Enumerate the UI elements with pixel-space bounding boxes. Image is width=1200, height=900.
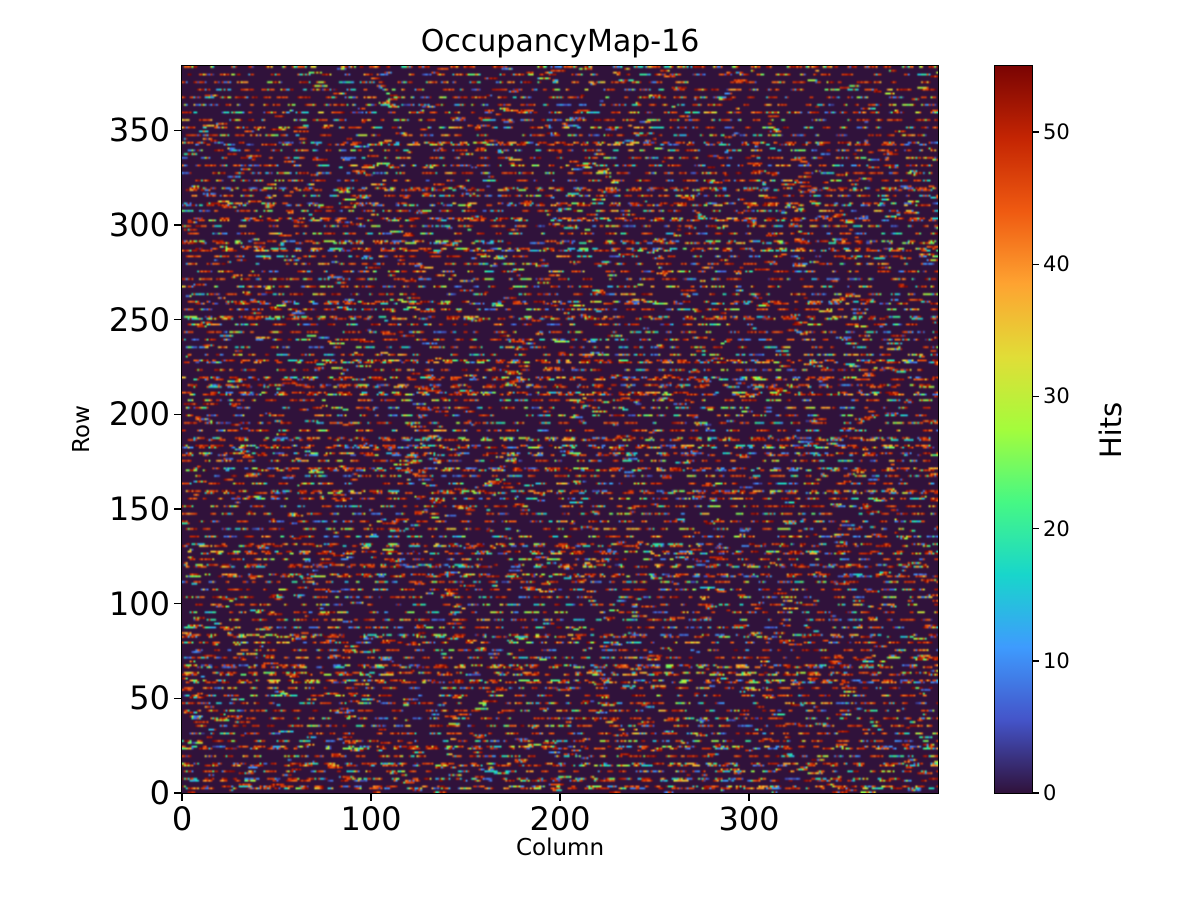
y-tick-label: 200 (108, 395, 170, 434)
colorbar (994, 65, 1033, 794)
x-tick-mark (370, 794, 372, 801)
colorbar-tick-label: 50 (1043, 120, 1070, 145)
colorbar-tick-label: 20 (1043, 516, 1070, 541)
y-tick-label: 300 (108, 206, 170, 245)
x-tick-label: 0 (171, 800, 193, 838)
y-tick-label: 350 (108, 111, 170, 150)
y-tick-mark (174, 224, 181, 226)
x-tick-mark (559, 794, 561, 801)
colorbar-tick-mark (1033, 527, 1039, 530)
y-tick-mark (174, 602, 181, 605)
colorbar-tick-label: 30 (1043, 384, 1070, 409)
y-tick-mark (174, 129, 181, 132)
colorbar-tick-mark (1033, 395, 1039, 398)
x-tick-mark (748, 794, 750, 801)
x-axis-label: Column (515, 835, 605, 861)
y-tick-mark (174, 508, 181, 510)
x-tick-mark (181, 794, 183, 801)
plot-area (181, 65, 939, 794)
colorbar-tick-label: 40 (1043, 252, 1070, 277)
x-tick-label: 300 (718, 800, 780, 838)
y-tick-label: 100 (108, 584, 170, 623)
colorbar-tick-mark (1033, 792, 1039, 794)
heatmap-canvas (182, 66, 938, 793)
y-tick-label: 50 (129, 679, 170, 718)
colorbar-tick-label: 10 (1043, 648, 1070, 673)
y-tick-mark (174, 413, 181, 416)
y-tick-label: 150 (108, 490, 170, 529)
x-tick-label: 200 (529, 800, 591, 838)
y-tick-mark (174, 318, 181, 321)
colorbar-tick-mark (1033, 263, 1039, 265)
y-tick-mark (174, 792, 181, 794)
colorbar-tick-label: 0 (1043, 781, 1057, 805)
y-tick-mark (174, 697, 181, 700)
colorbar-tick-mark (1033, 131, 1039, 133)
colorbar-label: Hits (1094, 401, 1128, 459)
chart-title: OccupancyMap-16 (420, 24, 700, 59)
colorbar-gradient (995, 66, 1032, 793)
y-tick-label: 250 (108, 300, 170, 339)
x-tick-label: 100 (340, 800, 402, 838)
colorbar-tick-mark (1033, 660, 1039, 662)
y-tick-label: 0 (149, 774, 170, 812)
